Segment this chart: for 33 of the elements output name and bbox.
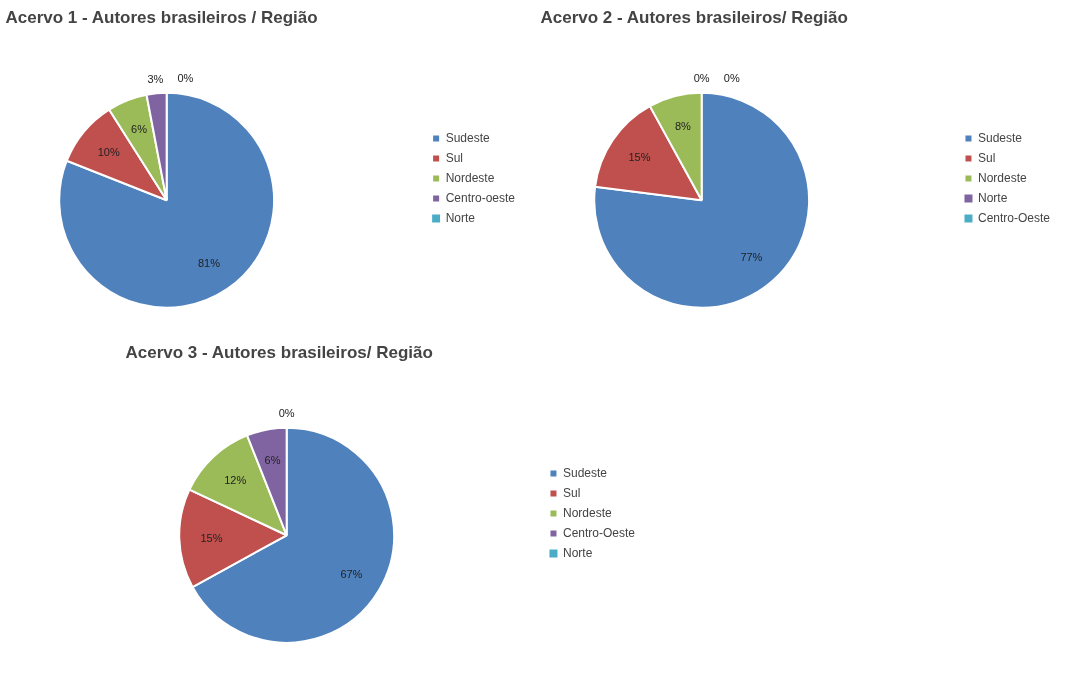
text: 0% xyxy=(723,72,740,85)
legend-label: Nordeste xyxy=(977,171,1027,185)
data-label: 12% xyxy=(224,473,247,486)
text: 0% xyxy=(278,407,295,420)
chart-title: Acervo 1 - Autores brasileiros / Região xyxy=(5,7,318,27)
text: 0% xyxy=(693,72,710,85)
legend-label: Centro-oeste xyxy=(445,191,515,205)
data-label: 77% xyxy=(740,251,763,264)
data-label: 15% xyxy=(628,151,651,164)
legend-label: Sudeste xyxy=(977,131,1023,145)
data-label: 6% xyxy=(264,454,281,467)
legend-label: Centro-Oeste xyxy=(977,211,1050,225)
chart-title: Acervo 3 - Autores brasileiros/ Região xyxy=(125,342,433,362)
text: 0% xyxy=(177,72,194,85)
legend-label: Norte xyxy=(445,211,475,225)
data-label: 81% xyxy=(197,257,221,270)
legend-label: Sul xyxy=(445,151,464,165)
chart-title: Acervo 2 - Autores brasileiros/ Região xyxy=(540,7,848,27)
data-label: 6% xyxy=(131,123,148,136)
legend-label: Centro-Oeste xyxy=(562,526,635,540)
legend-label: Sul xyxy=(562,486,582,500)
data-label: 3% xyxy=(147,72,164,85)
legend-label: Norte xyxy=(562,546,593,560)
data-label: 15% xyxy=(200,531,223,544)
legend-label: Sul xyxy=(977,151,997,165)
data-label: 8% xyxy=(675,120,692,133)
legend-label: Nordeste xyxy=(445,171,495,185)
data-label: 10% xyxy=(97,145,120,158)
legend-label: Nordeste xyxy=(562,506,612,520)
legend-label: Sudeste xyxy=(562,466,608,480)
legend-label: Norte xyxy=(977,191,1008,205)
data-label: 67% xyxy=(340,568,363,581)
legend-label: Sudeste xyxy=(445,131,490,145)
